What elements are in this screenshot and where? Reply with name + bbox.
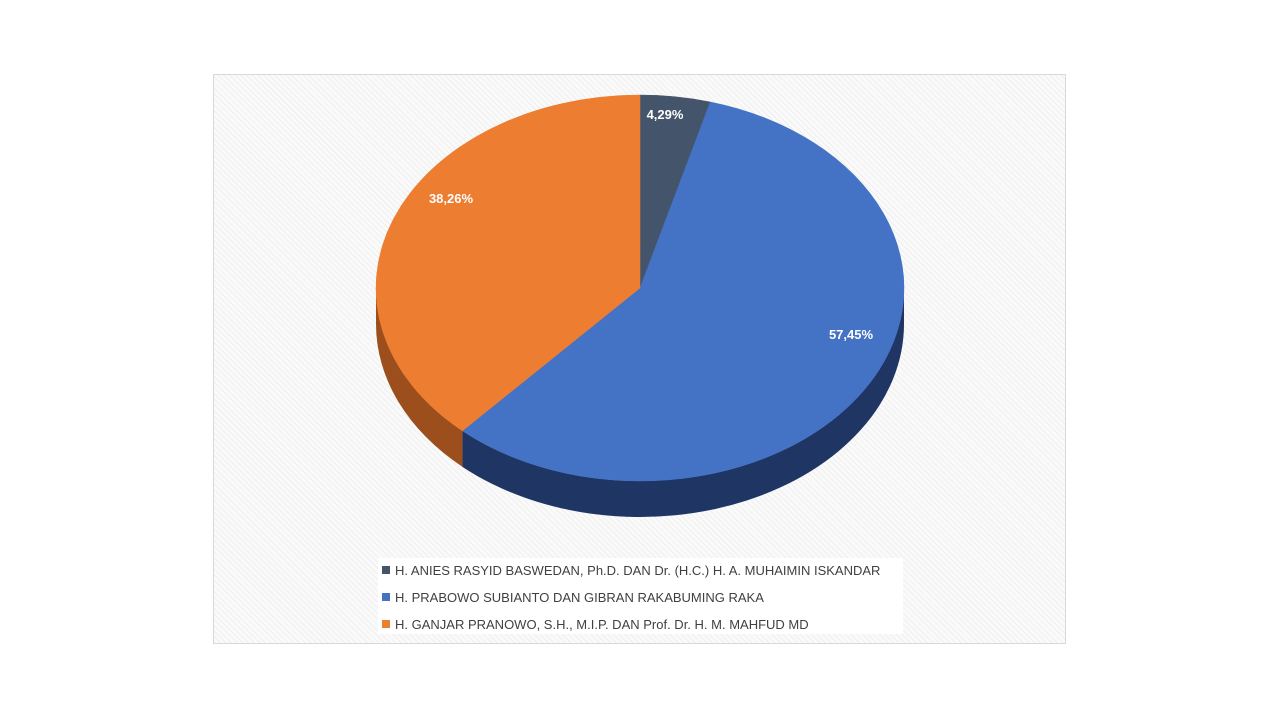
legend-item-prabowo: H. PRABOWO SUBIANTO DAN GIBRAN RAKABUMIN…	[382, 586, 764, 608]
data-label-ganjar: 38,26%	[429, 191, 474, 206]
legend-label-anies: H. ANIES RASYID BASWEDAN, Ph.D. DAN Dr. …	[395, 562, 881, 578]
pie-slice-ganjar	[375, 94, 641, 432]
legend-swatch-anies	[382, 566, 390, 574]
pie-side-prabowo	[462, 288, 904, 517]
legend-item-ganjar: H. GANJAR PRANOWO, S.H., M.I.P. DAN Prof…	[382, 613, 809, 635]
data-label-anies: 4,29%	[647, 107, 684, 122]
pie-side-ganjar	[376, 288, 463, 467]
legend-item-anies: H. ANIES RASYID BASWEDAN, Ph.D. DAN Dr. …	[382, 559, 880, 581]
legend: H. ANIES RASYID BASWEDAN, Ph.D. DAN Dr. …	[378, 558, 903, 634]
legend-swatch-prabowo	[382, 593, 390, 601]
legend-label-prabowo: H. PRABOWO SUBIANTO DAN GIBRAN RAKABUMIN…	[395, 589, 764, 605]
legend-label-ganjar: H. GANJAR PRANOWO, S.H., M.I.P. DAN Prof…	[395, 616, 809, 632]
legend-swatch-ganjar	[382, 620, 390, 628]
pie-slice-prabowo	[462, 101, 905, 482]
data-label-prabowo: 57,45%	[829, 327, 874, 342]
